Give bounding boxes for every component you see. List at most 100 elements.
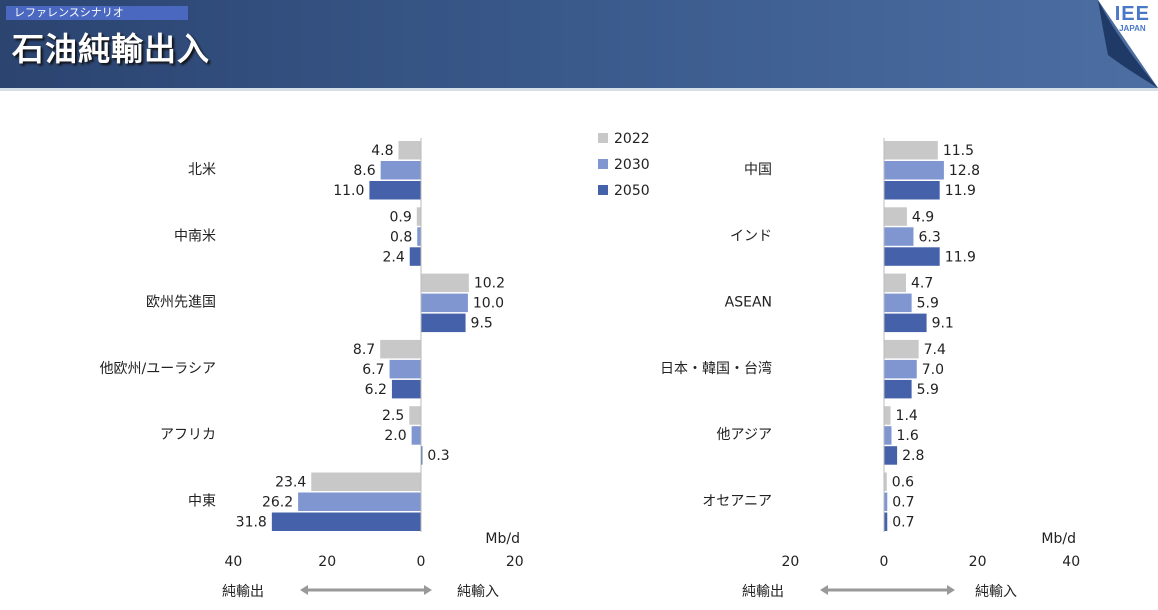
chart-left: 北米 4.8 8.6 11.0 中南米 0.9 0.8 2.4 欧州先進国 10.2 10.0 9.5… — [100, 138, 524, 600]
arrow-left-icon — [820, 585, 828, 595]
bar-2050 — [884, 512, 888, 531]
bar-2030 — [884, 227, 914, 246]
bar-2050 — [884, 181, 940, 200]
arrow-right-icon — [947, 585, 955, 595]
data-label-2050: 6.2 — [365, 382, 387, 398]
scenario-label: レファレンスシナリオ — [6, 6, 188, 20]
bar-2022 — [884, 207, 907, 226]
bar-2022 — [421, 273, 469, 293]
bar-2030 — [884, 161, 944, 180]
bar-2050 — [884, 379, 912, 399]
data-label-2030: 2.0 — [384, 428, 406, 444]
data-label-2030: 5.9 — [917, 296, 939, 312]
bar-2022 — [884, 141, 938, 160]
tick-label: 0 — [880, 554, 889, 570]
data-label-2022: 10.2 — [474, 276, 505, 292]
data-label-2030: 1.6 — [896, 428, 918, 444]
data-label-2050: 9.5 — [471, 316, 493, 332]
data-label-2050: 0.3 — [427, 448, 449, 464]
category-label: オセアニア — [702, 494, 772, 510]
bar-2022 — [398, 141, 421, 160]
tick-label: 20 — [781, 554, 799, 570]
category-label: アフリカ — [160, 427, 216, 443]
data-label-2030: 8.6 — [353, 163, 375, 179]
bar-2030 — [298, 492, 421, 511]
bar-2022 — [884, 273, 906, 293]
data-label-2030: 26.2 — [262, 495, 293, 511]
data-label-2050: 5.9 — [917, 382, 939, 398]
data-label-2050: 2.4 — [382, 249, 404, 265]
bar-2050 — [421, 313, 466, 333]
data-label-2050: 0.7 — [892, 515, 914, 531]
data-label-2022: 4.9 — [912, 209, 934, 225]
iee-japan-logo: IEE JAPAN — [1114, 3, 1150, 33]
legend-swatch-2022 — [598, 133, 608, 143]
data-label-2050: 2.8 — [902, 448, 924, 464]
legend: 2022 2030 2050 — [598, 131, 650, 199]
header-divider — [0, 88, 1158, 91]
category-label: 日本・韓国・台湾 — [660, 360, 772, 377]
bar-2030 — [389, 359, 421, 379]
bar-2022 — [884, 472, 887, 491]
data-label-2022: 11.5 — [943, 143, 974, 159]
category-label: 他欧州/ユーラシア — [100, 361, 216, 377]
category-label: 北米 — [188, 162, 216, 178]
data-label-2022: 0.6 — [892, 475, 914, 491]
tick-label: 20 — [969, 554, 987, 570]
net-export-label: 純輸出 — [222, 584, 264, 600]
tick-label: 20 — [506, 554, 524, 570]
bar-2022 — [884, 339, 919, 359]
legend-label-2030: 2030 — [614, 157, 650, 173]
bar-2022 — [884, 406, 891, 425]
data-label-2030: 10.0 — [473, 296, 504, 312]
bar-2030 — [411, 426, 421, 445]
category-label: 欧州先進国 — [146, 295, 216, 311]
data-label-2022: 2.5 — [382, 408, 404, 424]
category-label: 他アジア — [717, 427, 772, 443]
data-label-2022: 8.7 — [353, 342, 375, 358]
bar-2030 — [884, 359, 917, 379]
bar-2050 — [271, 512, 421, 531]
data-label-2030: 7.0 — [922, 362, 944, 378]
arrow-right-icon — [424, 585, 432, 595]
legend-label-2050: 2050 — [614, 183, 650, 199]
category-label: 中国 — [744, 162, 772, 178]
data-label-2030: 12.8 — [949, 163, 980, 179]
net-import-label: 純輸入 — [975, 584, 1017, 600]
data-label-2030: 0.8 — [390, 229, 412, 245]
data-label-2030: 6.7 — [362, 362, 384, 378]
data-label-2022: 23.4 — [275, 475, 306, 491]
bar-2022 — [380, 339, 421, 359]
bar-2022 — [311, 472, 421, 491]
bar-2030 — [884, 492, 888, 511]
data-label-2050: 31.8 — [236, 515, 267, 531]
net-export-label: 純輸出 — [742, 584, 784, 600]
bar-2050 — [391, 379, 421, 399]
bar-2030 — [884, 293, 912, 313]
data-label-2050: 9.1 — [932, 316, 954, 332]
data-label-2030: 0.7 — [892, 495, 914, 511]
legend-swatch-2050 — [598, 185, 608, 195]
chart-right: 中国 11.5 12.8 11.9 インド 4.9 6.3 11.9 ASEAN 4.7 5.9 9.… — [660, 138, 1080, 600]
bar-2030 — [380, 161, 421, 180]
tick-label: 20 — [318, 554, 336, 570]
net-import-label: 純輸入 — [457, 584, 499, 600]
header — [0, 0, 1158, 88]
data-label-2022: 0.9 — [390, 209, 412, 225]
bar-2030 — [417, 227, 421, 246]
data-label-2022: 4.8 — [371, 143, 393, 159]
page-title: 石油純輸出入 — [12, 30, 211, 68]
category-label: ASEAN — [725, 295, 772, 311]
bar-2050 — [369, 181, 421, 200]
bar-2022 — [409, 406, 421, 425]
page-curl-decoration — [1098, 0, 1158, 88]
category-label: 中南米 — [174, 228, 216, 244]
category-label: インド — [730, 228, 772, 244]
bar-2050 — [421, 446, 423, 465]
data-label-2022: 1.4 — [896, 408, 918, 424]
category-label: 中東 — [188, 494, 216, 510]
bar-2050 — [884, 313, 927, 333]
data-label-2050: 11.9 — [945, 183, 976, 199]
data-label-2022: 4.7 — [911, 276, 933, 292]
